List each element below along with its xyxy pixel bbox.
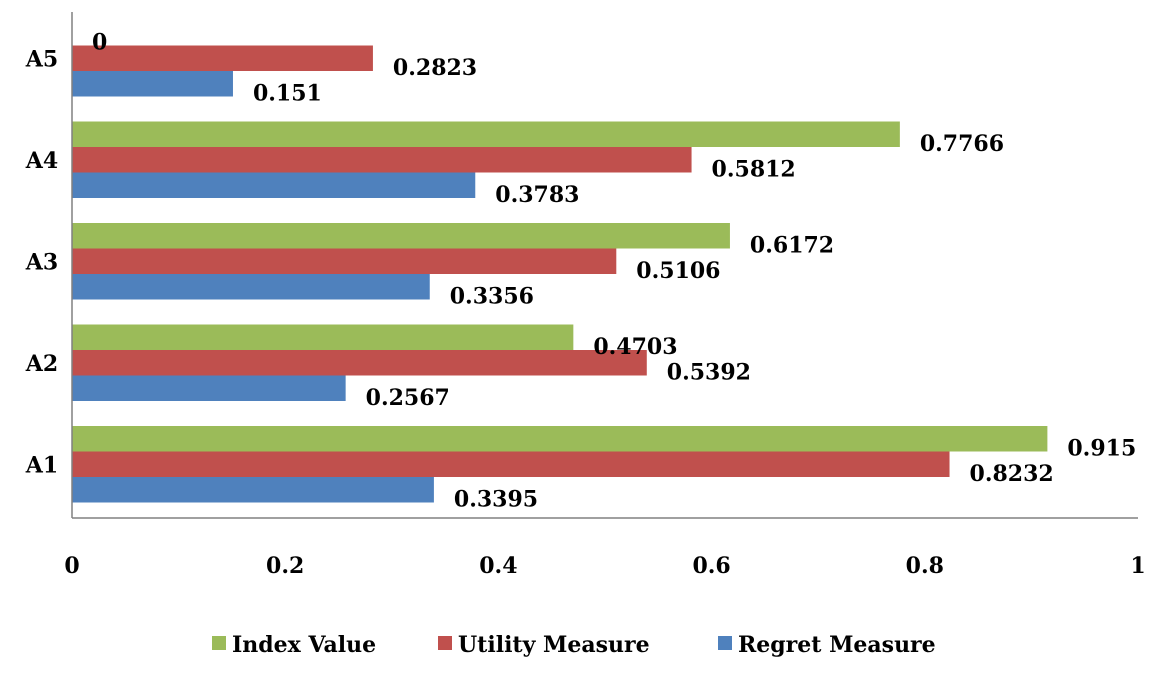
bar-a4-utility-measure [72, 147, 692, 173]
x-tick-label: 0.4 [479, 553, 517, 579]
bar-a3-utility-measure [72, 248, 617, 274]
x-tick-label: 0 [64, 553, 79, 579]
category-label-a3: A3 [25, 249, 58, 275]
data-label-a4-index-value: 0.7766 [920, 131, 1004, 157]
x-tick-label: 0.2 [266, 553, 304, 579]
bar-a2-regret-measure [72, 375, 346, 401]
bar-a2-utility-measure [72, 350, 647, 376]
legend-swatch-index-value [212, 636, 226, 650]
category-label-a1: A1 [25, 452, 58, 478]
legend-swatch-utility-measure [438, 636, 452, 650]
legend-label-regret-measure: Regret Measure [738, 632, 936, 658]
bar-a3-regret-measure [72, 274, 430, 300]
legend-label-index-value: Index Value [232, 632, 376, 658]
bar-a1-regret-measure [72, 477, 434, 503]
x-tick-label: 1 [1130, 553, 1145, 579]
data-label-a3-index-value: 0.6172 [750, 233, 834, 259]
data-label-a5-utility-measure: 0.2823 [393, 55, 477, 81]
x-tick-labels: 0 0.2 0.4 0.6 0.8 1 [64, 553, 1145, 579]
bar-a4-regret-measure [72, 172, 476, 198]
data-label-a2-index-value: 0.4703 [593, 334, 677, 360]
data-label-a2-regret-measure: 0.2567 [366, 385, 450, 411]
data-labels-layer: 0 0.2823 0.151 0.7766 0.5812 0.3783 0.6172 0.51… [92, 30, 1136, 513]
x-tick-label: 0.8 [906, 553, 944, 579]
bar-a1-utility-measure [72, 451, 950, 477]
data-label-a2-utility-measure: 0.5392 [667, 360, 751, 386]
data-label-a4-utility-measure: 0.5812 [712, 157, 796, 183]
data-label-a5-regret-measure: 0.151 [253, 81, 322, 107]
category-label-a2: A2 [25, 351, 58, 377]
bar-a5-regret-measure [72, 71, 233, 97]
x-tick-label: 0.6 [692, 553, 730, 579]
category-label-a4: A4 [25, 148, 58, 174]
bar-a4-index-value [72, 121, 900, 147]
bar-a1-index-value [72, 426, 1048, 452]
bar-a5-utility-measure [72, 45, 373, 71]
legend: Index Value Utility Measure Regret Measure [212, 632, 936, 658]
legend-label-utility-measure: Utility Measure [458, 632, 650, 658]
category-label-a5: A5 [25, 46, 58, 72]
data-label-a5-index-value: 0 [92, 30, 107, 56]
bars-layer [72, 45, 1048, 503]
bar-a2-index-value [72, 324, 574, 350]
legend-swatch-regret-measure [718, 636, 732, 650]
data-label-a1-regret-measure: 0.3395 [454, 487, 538, 513]
data-label-a3-utility-measure: 0.5106 [636, 258, 720, 284]
data-label-a1-index-value: 0.915 [1067, 436, 1136, 462]
bar-a3-index-value [72, 223, 730, 249]
data-label-a1-utility-measure: 0.8232 [970, 461, 1054, 487]
data-label-a4-regret-measure: 0.3783 [495, 182, 579, 208]
data-label-a3-regret-measure: 0.3356 [450, 284, 534, 310]
category-labels: A5 A4 A3 A2 A1 [25, 46, 58, 478]
